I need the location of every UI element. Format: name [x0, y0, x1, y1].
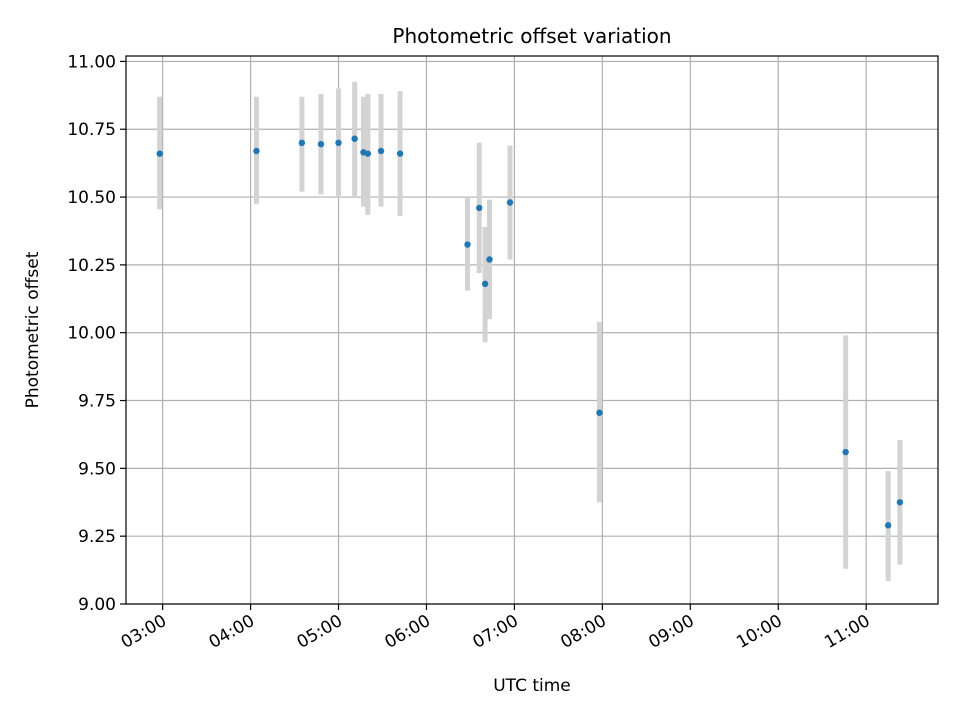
- y-tick-label: 10.50: [67, 188, 116, 208]
- data-points: [156, 135, 904, 529]
- y-tick-label: 9.00: [78, 595, 116, 615]
- data-point: [377, 147, 385, 155]
- y-axis-ticks: 9.00 9.25 9.50 9.75 10.00 10.25 10.50 10.75 11.0…: [67, 52, 126, 615]
- y-tick-label: 9.50: [78, 459, 116, 479]
- data-point: [317, 140, 325, 148]
- y-tick-label: 9.75: [78, 392, 116, 412]
- data-point: [253, 147, 260, 155]
- chart-title: Photometric offset variation: [392, 24, 671, 48]
- y-tick-label: 10.25: [67, 256, 116, 276]
- y-tick-label: 10.00: [67, 324, 116, 344]
- data-point: [884, 522, 892, 529]
- y-tick-label: 9.25: [78, 527, 116, 547]
- data-point: [486, 256, 493, 263]
- data-point: [396, 150, 404, 157]
- data-point: [464, 241, 471, 248]
- data-point: [481, 280, 489, 288]
- data-point: [476, 204, 483, 212]
- data-point: [298, 139, 306, 147]
- y-tick-label: 11.00: [67, 52, 116, 72]
- data-point: [351, 135, 358, 142]
- grid: [126, 56, 938, 605]
- data-point: [842, 448, 849, 456]
- data-point: [506, 199, 514, 206]
- plot-frame: [125, 55, 939, 605]
- data-point: [335, 139, 342, 147]
- x-axis-title: UTC time: [493, 676, 571, 696]
- data-point: [156, 150, 163, 157]
- data-point: [896, 499, 904, 506]
- data-point: [596, 409, 603, 416]
- y-tick-label: 10.75: [67, 120, 116, 140]
- data-point: [364, 150, 372, 157]
- y-axis-title: Photometric offset: [23, 251, 43, 408]
